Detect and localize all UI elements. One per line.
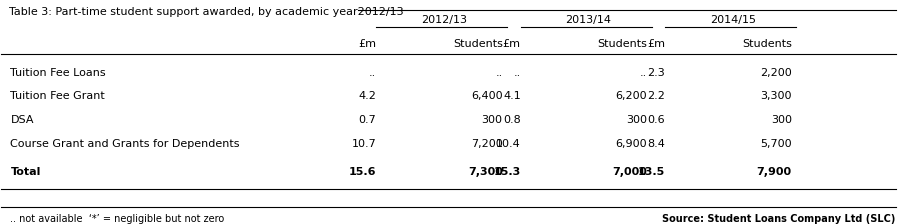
- Text: Students: Students: [453, 39, 503, 49]
- Text: 2.3: 2.3: [648, 68, 665, 78]
- Text: Tuition Fee Loans: Tuition Fee Loans: [11, 68, 106, 78]
- Text: 8.4: 8.4: [648, 139, 665, 149]
- Text: Table 3: Part-time student support awarded, by academic year2012/13: Table 3: Part-time student support award…: [9, 7, 404, 17]
- Text: 6,400: 6,400: [471, 91, 503, 101]
- Text: 2,200: 2,200: [760, 68, 792, 78]
- Text: 15.6: 15.6: [349, 167, 376, 177]
- Text: 6,900: 6,900: [615, 139, 647, 149]
- Text: Tuition Fee Grant: Tuition Fee Grant: [11, 91, 105, 101]
- Text: 300: 300: [482, 115, 503, 125]
- Text: ..: ..: [496, 68, 503, 78]
- Text: 5,700: 5,700: [760, 139, 792, 149]
- Text: 2012/13: 2012/13: [421, 15, 467, 25]
- Text: 15.3: 15.3: [494, 167, 521, 177]
- Text: .. not available  ‘*’ = negligible but not zero: .. not available ‘*’ = negligible but no…: [11, 214, 225, 224]
- Text: 0.8: 0.8: [503, 115, 521, 125]
- Text: 7,200: 7,200: [471, 139, 503, 149]
- Text: 7,000: 7,000: [612, 167, 647, 177]
- Text: DSA: DSA: [11, 115, 34, 125]
- Text: ..: ..: [369, 68, 376, 78]
- Text: Total: Total: [11, 167, 41, 177]
- Text: Students: Students: [742, 39, 792, 49]
- Text: Source: Student Loans Company Ltd (SLC): Source: Student Loans Company Ltd (SLC): [662, 214, 895, 224]
- Text: 3,300: 3,300: [760, 91, 792, 101]
- Text: 2.2: 2.2: [648, 91, 665, 101]
- Text: Students: Students: [597, 39, 647, 49]
- Text: 4.1: 4.1: [503, 91, 521, 101]
- Text: 10.7: 10.7: [352, 139, 376, 149]
- Text: 10.4: 10.4: [496, 139, 521, 149]
- Text: 0.6: 0.6: [648, 115, 665, 125]
- Text: 0.7: 0.7: [359, 115, 376, 125]
- Text: £m: £m: [358, 39, 376, 49]
- Text: £m: £m: [503, 39, 521, 49]
- Text: 7,900: 7,900: [757, 167, 792, 177]
- Text: 6,200: 6,200: [615, 91, 647, 101]
- Text: Course Grant and Grants for Dependents: Course Grant and Grants for Dependents: [11, 139, 240, 149]
- Text: 2013/14: 2013/14: [565, 15, 612, 25]
- Text: ..: ..: [514, 68, 521, 78]
- Text: ..: ..: [640, 68, 647, 78]
- Text: 2014/15: 2014/15: [710, 15, 756, 25]
- Text: 4.2: 4.2: [359, 91, 376, 101]
- Text: £m: £m: [647, 39, 665, 49]
- Text: 300: 300: [771, 115, 792, 125]
- Text: 13.5: 13.5: [638, 167, 665, 177]
- Text: 300: 300: [626, 115, 647, 125]
- Text: 7,300: 7,300: [467, 167, 503, 177]
